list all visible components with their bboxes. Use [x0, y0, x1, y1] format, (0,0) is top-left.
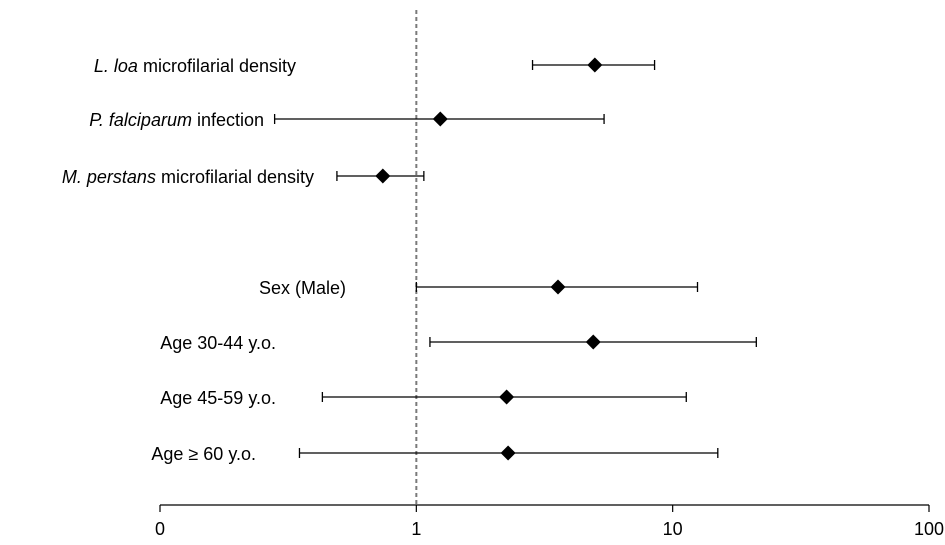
- row-label-text: Age 30-44 y.o.: [160, 333, 276, 353]
- estimate-diamond: [500, 445, 516, 461]
- estimate-diamond: [499, 389, 515, 405]
- row-label: Sex (Male): [259, 278, 346, 298]
- x-tick-label: 100: [914, 519, 944, 539]
- row-label: Age 30-44 y.o.: [160, 333, 276, 353]
- estimate-diamond: [585, 334, 601, 350]
- x-tick-label: 0: [155, 519, 165, 539]
- estimates: [273, 57, 757, 461]
- row-label-text: Age ≥ 60 y.o.: [151, 444, 256, 464]
- estimate-diamond: [587, 57, 603, 73]
- x-axis: 0 1 10 100: [155, 504, 944, 539]
- row-label: M. perstans microfilarial density: [62, 167, 314, 187]
- row-label-text: microfilarial density: [156, 167, 314, 187]
- row-label: P. falciparum infection: [89, 110, 264, 130]
- row-label: Age ≥ 60 y.o.: [151, 444, 256, 464]
- estimate-diamond: [375, 168, 391, 184]
- estimate-diamond: [432, 111, 448, 127]
- row-label: Age 45-59 y.o.: [160, 388, 276, 408]
- x-tick-label: 1: [411, 519, 421, 539]
- row-label-text: Age 45-59 y.o.: [160, 388, 276, 408]
- estimate-diamond: [550, 279, 566, 295]
- row-label-species: L. loa: [94, 56, 138, 76]
- row-label-species: M. perstans: [62, 167, 156, 187]
- row-label-text: Sex (Male): [259, 278, 346, 298]
- x-tick-label: 10: [663, 519, 683, 539]
- row-label-text: infection: [192, 110, 264, 130]
- row-labels: L. loa microfilarial density P. falciparu…: [62, 56, 346, 464]
- row-label-species: P. falciparum: [89, 110, 192, 130]
- row-label: L. loa microfilarial density: [94, 56, 296, 76]
- row-label-text: microfilarial density: [138, 56, 296, 76]
